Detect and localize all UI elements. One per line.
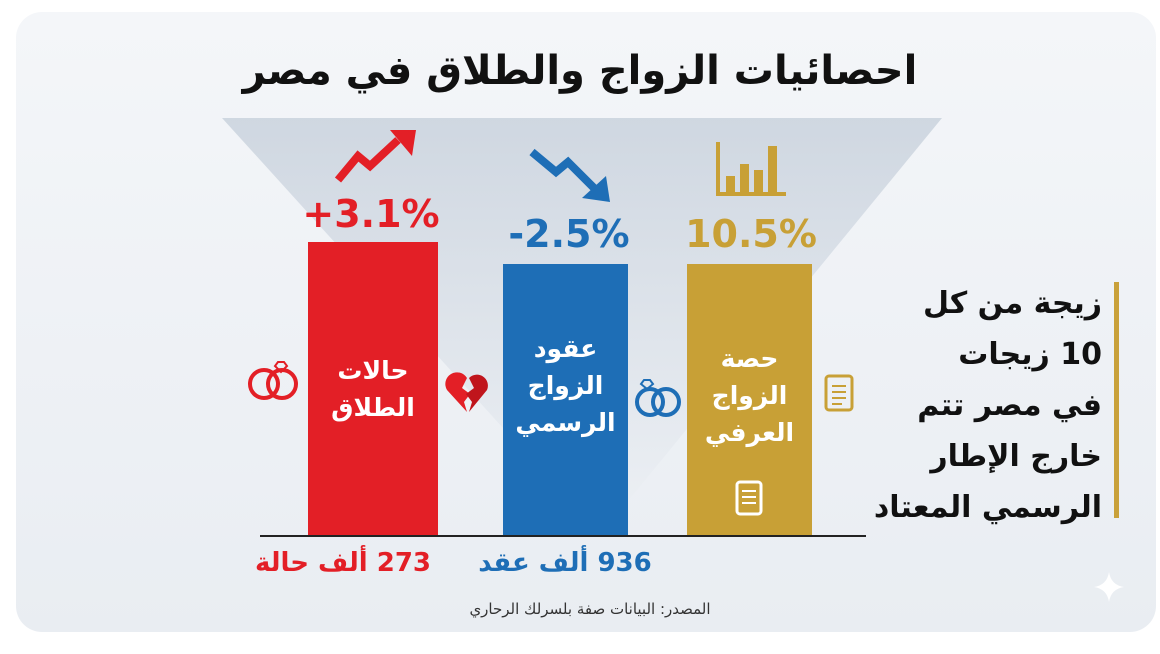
bar-official-marriage — [503, 264, 628, 535]
page-title: احصائيات الزواج والطلاق في مصر — [242, 48, 918, 94]
bar-label-divorce: حالات الطلاق — [331, 356, 415, 422]
trend-down-arrow-icon — [529, 148, 610, 202]
side-note-rule — [1114, 282, 1119, 518]
bar-customary-marriage — [687, 264, 812, 535]
rings-icon — [635, 379, 681, 417]
source-note: المصدر: البيانات صفة بلسرلك الرحاري — [469, 600, 711, 618]
total-divorce: 273 ألف حالة — [254, 548, 432, 578]
share-label-customary-marriage: 10.5% — [685, 212, 817, 256]
total-official-marriage: 936 ألف عقد — [478, 548, 652, 578]
broken-heart-icon — [445, 372, 488, 412]
trend-up-arrow-icon — [334, 130, 416, 183]
document-icon — [735, 480, 763, 516]
bar-divorce — [308, 242, 438, 535]
change-label-official-marriage: -2.5% — [508, 212, 630, 256]
bar-label-official-marriage: عقود الزواج الرسمي — [515, 334, 616, 437]
chart-baseline — [260, 535, 866, 537]
change-label-divorce: +3.1% — [302, 192, 440, 236]
document-icon — [824, 374, 854, 412]
bar-chart-icon — [716, 142, 786, 196]
bar-label-customary-marriage: حصة الزواج العرفي — [704, 344, 795, 447]
sparkle-icon — [1094, 572, 1124, 602]
side-note: زيجة من كل 10 زيجات في مصر تتم خارج الإط… — [873, 286, 1102, 525]
rings-icon — [248, 361, 298, 400]
